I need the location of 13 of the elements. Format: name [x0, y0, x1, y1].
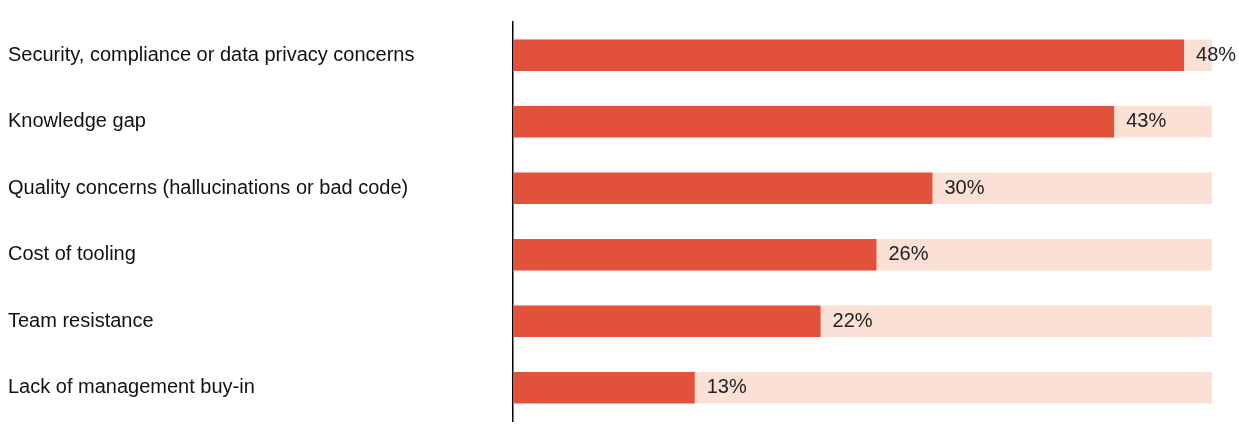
data-label: 43%	[1126, 109, 1167, 132]
y-tick-label: Security, compliance or data privacy concerns	[8, 42, 415, 65]
y-tick-label: Knowledge gap	[8, 109, 146, 132]
y-tick-label: Lack of management buy-in	[8, 375, 255, 398]
y-tick-label: Quality concerns (hallucinations or bad code)	[8, 175, 409, 198]
y-tick-label: Cost of tooling	[8, 242, 136, 265]
y-tick-label: Team resistance	[8, 308, 154, 331]
data-label: 30%	[944, 175, 985, 198]
data-label: 26%	[888, 242, 929, 265]
data-label: 13%	[706, 375, 747, 398]
data-label: 48%	[1196, 42, 1237, 65]
data-label: 22%	[832, 308, 873, 331]
bar	[513, 372, 695, 404]
